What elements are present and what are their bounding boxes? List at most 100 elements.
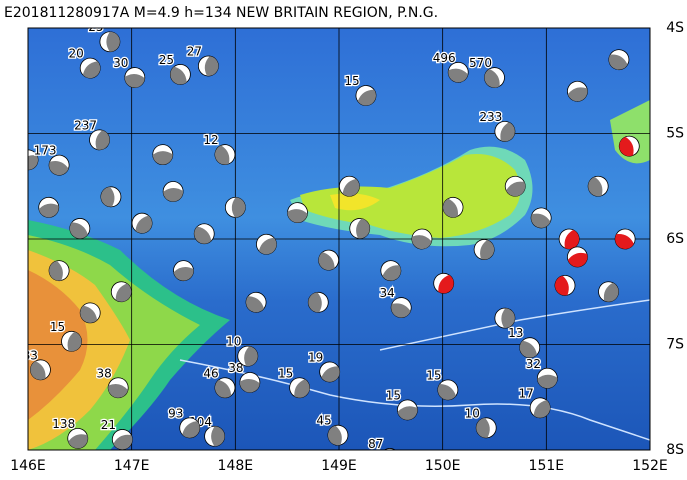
y-tick-label: 6S bbox=[666, 231, 684, 247]
x-tick-label: 146E bbox=[10, 458, 46, 474]
depth-label: 93 bbox=[168, 406, 183, 420]
ball-lobe bbox=[484, 69, 500, 88]
beachball bbox=[567, 80, 588, 102]
ball-lobe bbox=[501, 308, 515, 329]
beachball bbox=[338, 175, 360, 197]
beachball bbox=[124, 67, 146, 88]
depth-label: 25 bbox=[88, 20, 103, 34]
ball-lobe bbox=[554, 275, 569, 296]
beachball bbox=[397, 399, 418, 421]
beachball bbox=[111, 429, 133, 450]
depth-label: 570 bbox=[469, 56, 492, 70]
beachball bbox=[484, 67, 505, 88]
beachball bbox=[239, 372, 261, 393]
ball-lobe bbox=[239, 378, 260, 393]
depth-label: 27 bbox=[187, 44, 202, 58]
beachball bbox=[437, 379, 459, 401]
ball-lobe bbox=[382, 265, 401, 281]
ball-lobe bbox=[480, 240, 495, 260]
depth-label: 21 bbox=[101, 418, 116, 432]
x-tick-label: 147E bbox=[114, 458, 150, 474]
ball-lobe bbox=[95, 130, 110, 150]
depth-label: 15 bbox=[278, 366, 293, 380]
ball-lobe bbox=[397, 406, 418, 420]
ball-lobe bbox=[519, 340, 537, 358]
beachball bbox=[79, 302, 101, 324]
beachball bbox=[447, 61, 469, 83]
beachball bbox=[618, 135, 640, 157]
beachball bbox=[554, 275, 576, 296]
ball-lobe bbox=[506, 181, 526, 197]
beachball bbox=[89, 129, 110, 151]
beachball bbox=[536, 367, 558, 389]
beachball bbox=[411, 228, 433, 250]
y-tick-label: 7S bbox=[666, 337, 684, 353]
beachball bbox=[131, 212, 153, 234]
ball-lobe bbox=[588, 176, 603, 197]
depth-label: 159 bbox=[3, 138, 26, 152]
ball-lobe bbox=[619, 136, 634, 157]
depth-label: 32 bbox=[526, 357, 541, 371]
ball-lobe bbox=[115, 283, 132, 302]
beachball bbox=[567, 246, 588, 268]
beachball bbox=[256, 233, 277, 255]
ball-lobe bbox=[163, 188, 184, 202]
ball-lobe bbox=[603, 282, 619, 302]
ball-lobe bbox=[356, 218, 370, 239]
y-tick-label: 8S bbox=[666, 442, 684, 458]
beachball bbox=[598, 281, 619, 303]
beachball bbox=[530, 207, 552, 229]
depth-label: 10 bbox=[226, 335, 241, 349]
ball-lobe bbox=[308, 292, 322, 313]
ball-lobe bbox=[100, 186, 115, 207]
depth-label: 87 bbox=[368, 437, 383, 451]
ball-lobe bbox=[215, 379, 232, 398]
ball-lobe bbox=[231, 197, 246, 218]
ball-lobe bbox=[567, 252, 588, 267]
ball-lobe bbox=[182, 421, 200, 438]
beachball bbox=[67, 427, 89, 449]
ball-lobe bbox=[357, 89, 376, 106]
beachball bbox=[245, 291, 267, 313]
depth-label: 19 bbox=[308, 350, 323, 364]
ball-lobe bbox=[108, 383, 128, 398]
ball-lobe bbox=[49, 160, 69, 176]
beachball bbox=[608, 49, 630, 71]
depth-label: 233 bbox=[479, 110, 502, 124]
beachball bbox=[28, 149, 39, 171]
ball-lobe bbox=[67, 331, 82, 352]
beachball bbox=[318, 249, 340, 271]
map-frame bbox=[27, 27, 651, 451]
ball-lobe bbox=[564, 229, 580, 249]
ball-lobe bbox=[49, 260, 63, 281]
beachball bbox=[614, 228, 636, 250]
ball-lobe bbox=[69, 222, 88, 239]
depth-label: 20 bbox=[69, 47, 84, 61]
ball-lobe bbox=[567, 87, 588, 102]
ball-lobe bbox=[68, 434, 88, 449]
y-tick-label: 5S bbox=[666, 126, 684, 142]
x-tick-label: 152E bbox=[632, 458, 668, 474]
ball-lobe bbox=[106, 31, 120, 52]
beachball bbox=[38, 196, 60, 218]
ball-lobe bbox=[82, 61, 101, 79]
beachball bbox=[558, 228, 580, 250]
beachball bbox=[100, 186, 122, 208]
beachball bbox=[214, 377, 236, 399]
ball-lobe bbox=[287, 209, 308, 223]
ball-lobe bbox=[258, 237, 277, 255]
beachball bbox=[587, 175, 609, 197]
depth-label: 25 bbox=[159, 53, 174, 67]
ball-lobe bbox=[327, 425, 342, 446]
beachball bbox=[214, 144, 236, 166]
depth-label: 15 bbox=[50, 320, 65, 334]
beachball bbox=[327, 424, 349, 446]
beachball bbox=[224, 196, 246, 218]
beachball bbox=[193, 223, 215, 245]
depth-label: 15 bbox=[426, 368, 441, 382]
beachball bbox=[390, 297, 412, 318]
ball-lobe bbox=[113, 434, 133, 450]
ball-lobe bbox=[537, 374, 558, 389]
ball-lobe bbox=[28, 155, 38, 170]
